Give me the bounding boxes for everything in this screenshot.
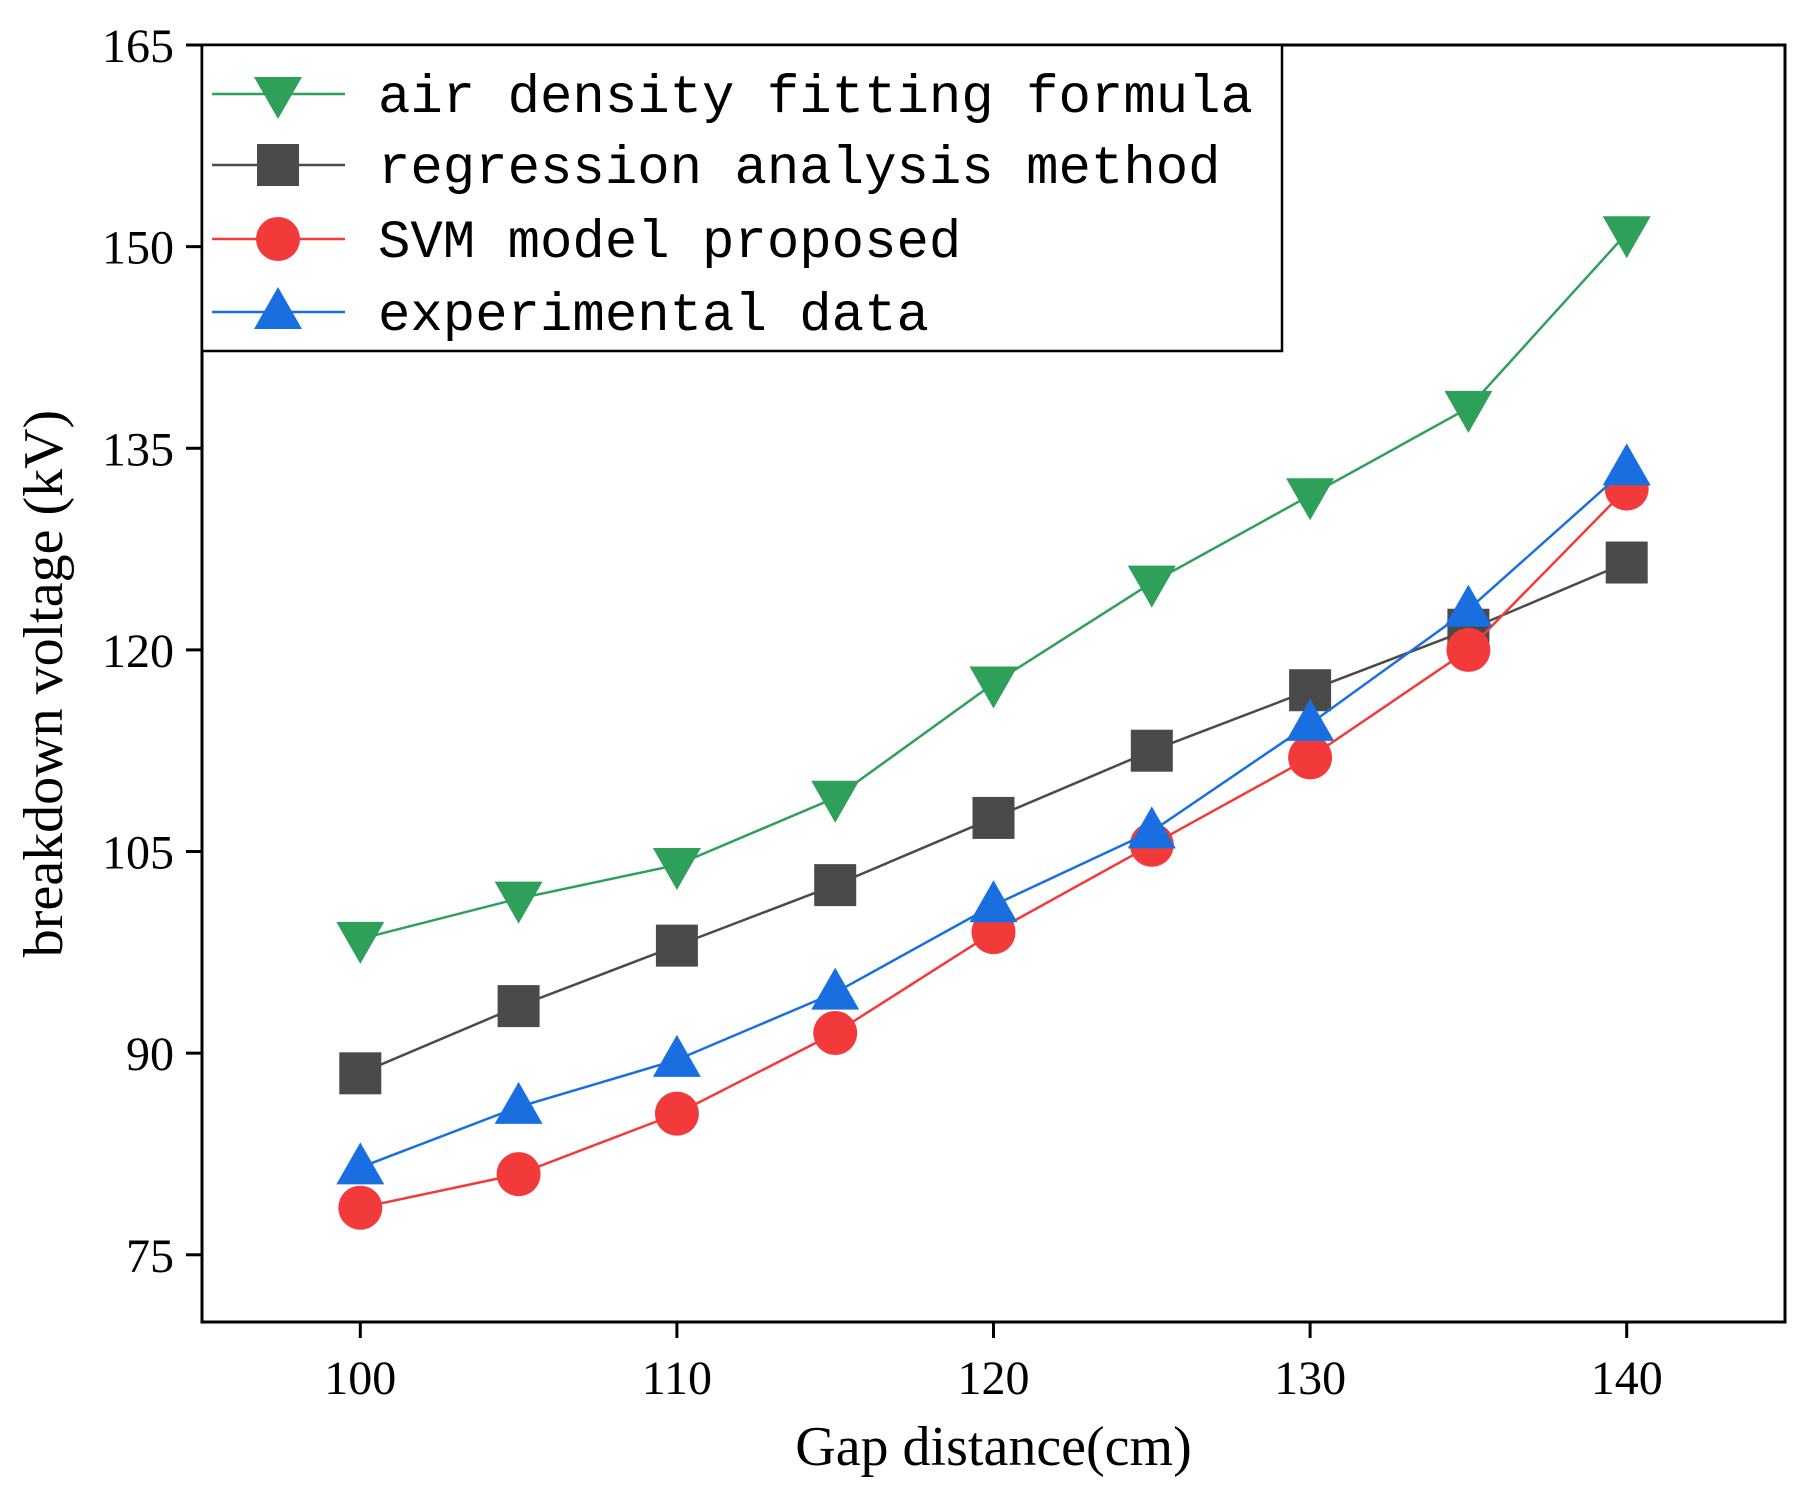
data-point-regression-analysis-method-115	[814, 864, 857, 907]
legend-item-svm-model-proposed: SVM model proposed	[212, 213, 961, 274]
data-point-air-density-fitting-formula-140	[1602, 216, 1651, 259]
data-point-svm-model-proposed-115	[813, 1010, 858, 1055]
data-point-air-density-fitting-formula-105	[494, 881, 543, 924]
x-tick-label-100: 100	[324, 1352, 396, 1405]
data-point-air-density-fitting-formula-120	[969, 666, 1018, 709]
data-point-regression-analysis-method-100	[339, 1052, 382, 1095]
y-tick-label-90: 90	[126, 1028, 174, 1081]
y-tick-label-75: 75	[126, 1230, 174, 1283]
data-point-svm-model-proposed-105	[496, 1152, 541, 1197]
data-point-experimental-data-130	[1286, 698, 1335, 741]
data-point-experimental-data-125	[1127, 806, 1176, 849]
y-axis-title: breakdown voltage (kV)	[13, 410, 75, 957]
x-tick-label-120: 120	[958, 1352, 1030, 1405]
data-point-svm-model-proposed-110	[654, 1091, 699, 1136]
legend-marker-regression-analysis-method	[257, 144, 299, 186]
legend-item-regression-analysis-method: regression analysis method	[212, 139, 1221, 200]
y-tick-label-120: 120	[102, 625, 174, 678]
y-tick-label-105: 105	[102, 827, 174, 880]
data-point-air-density-fitting-formula-110	[652, 847, 701, 890]
data-point-regression-analysis-method-110	[655, 924, 698, 967]
data-point-regression-analysis-method-140	[1605, 541, 1648, 584]
legend-label-experimental-data: experimental data	[378, 286, 929, 347]
data-point-experimental-data-120	[969, 880, 1018, 923]
legend-item-experimental-data: experimental data	[212, 286, 929, 347]
data-point-svm-model-proposed-130	[1288, 735, 1333, 780]
data-point-svm-model-proposed-100	[338, 1185, 383, 1230]
y-tick-label-165: 165	[102, 20, 174, 73]
data-point-experimental-data-105	[494, 1081, 543, 1124]
data-point-air-density-fitting-formula-130	[1286, 478, 1335, 521]
series-regression-analysis-method	[339, 541, 1648, 1095]
legend-label-regression-analysis-method: regression analysis method	[378, 139, 1221, 200]
legend-item-air-density-fitting-formula: air density fitting formula	[212, 68, 1253, 129]
legend-label-air-density-fitting-formula: air density fitting formula	[378, 68, 1253, 129]
data-point-regression-analysis-method-105	[497, 985, 540, 1028]
y-tick-label-150: 150	[102, 222, 174, 275]
data-point-air-density-fitting-formula-135	[1444, 390, 1493, 433]
data-point-experimental-data-100	[336, 1142, 385, 1185]
data-point-regression-analysis-method-125	[1130, 729, 1173, 772]
data-point-svm-model-proposed-135	[1446, 627, 1491, 672]
series-air-density-fitting-formula	[336, 216, 1651, 964]
data-point-experimental-data-135	[1444, 584, 1493, 627]
y-tick-label-135: 135	[102, 423, 174, 476]
legend-marker-svm-model-proposed	[256, 217, 300, 261]
legend: air density fitting formula regression an…	[200, 43, 1284, 353]
legend-label-svm-model-proposed: SVM model proposed	[378, 213, 961, 274]
series-svm-model-proposed	[338, 466, 1649, 1230]
x-tick-label-130: 130	[1274, 1352, 1346, 1405]
x-axis-title: Gap distance(cm)	[795, 1416, 1191, 1478]
legend-box	[200, 43, 1284, 353]
data-point-air-density-fitting-formula-100	[336, 921, 385, 964]
series-line-svm-model-proposed	[360, 487, 1628, 1209]
legend-marker-air-density-fitting-formula	[254, 77, 302, 119]
data-point-experimental-data-140	[1602, 443, 1651, 486]
x-tick-label-110: 110	[642, 1352, 712, 1405]
legend-marker-experimental-data	[254, 287, 302, 329]
plot-area	[336, 216, 1651, 1230]
data-point-air-density-fitting-formula-115	[811, 780, 860, 823]
data-point-regression-analysis-method-120	[972, 796, 1015, 839]
series-experimental-data	[336, 443, 1651, 1185]
data-point-air-density-fitting-formula-125	[1127, 565, 1176, 608]
data-point-experimental-data-115	[811, 967, 860, 1010]
x-tick-label-140: 140	[1591, 1352, 1663, 1405]
data-point-experimental-data-110	[652, 1034, 701, 1077]
